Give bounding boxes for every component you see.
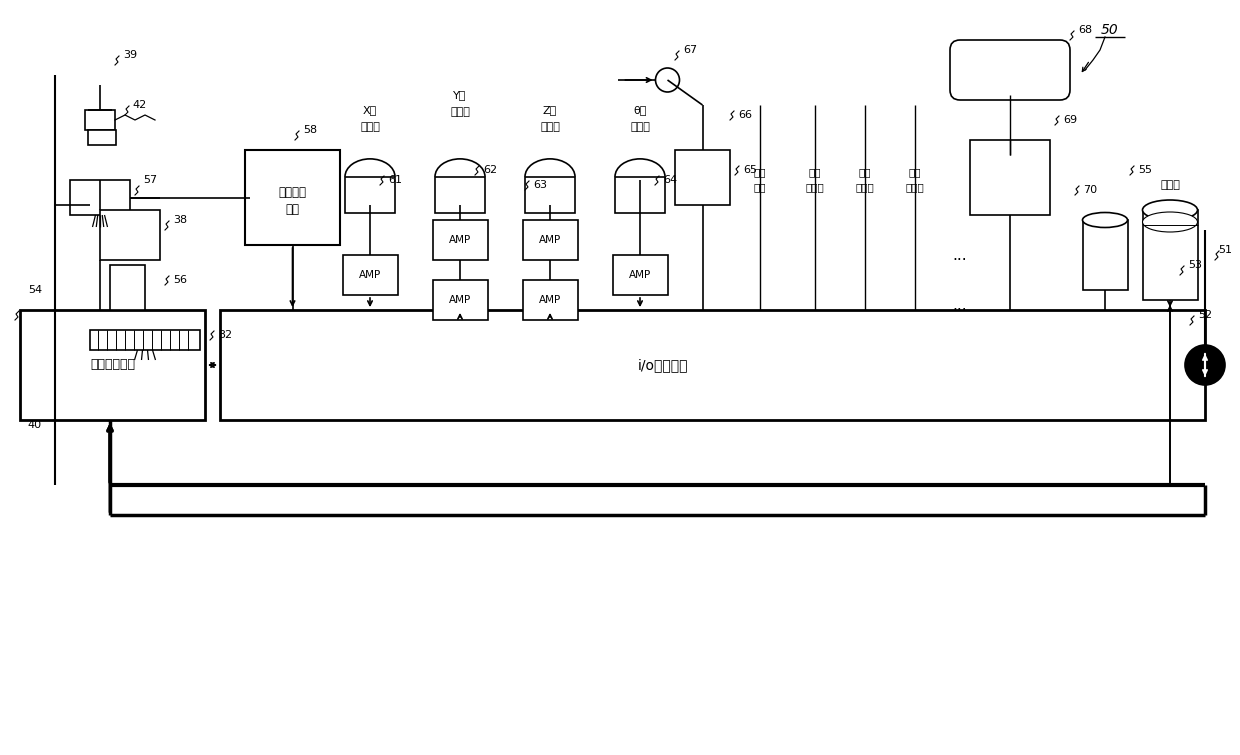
Bar: [86, 110, 115, 130]
Text: 52: 52: [1198, 310, 1211, 320]
Bar: [433, 280, 487, 320]
Text: 67: 67: [683, 45, 697, 55]
Text: 存储器: 存储器: [1161, 180, 1180, 190]
Text: 照明控制: 照明控制: [279, 186, 306, 199]
Bar: [20, 310, 205, 420]
Bar: [675, 150, 730, 205]
Text: 装置: 装置: [754, 168, 766, 177]
Text: θ轴: θ轴: [634, 105, 647, 115]
Text: 40: 40: [29, 420, 42, 430]
Bar: [435, 177, 485, 212]
Bar: [219, 310, 1205, 420]
Bar: [613, 255, 667, 295]
Bar: [1083, 220, 1127, 290]
Text: 69: 69: [1063, 115, 1078, 125]
Text: AMP: AMP: [358, 270, 381, 280]
FancyBboxPatch shape: [950, 40, 1070, 100]
Text: 61: 61: [388, 175, 402, 185]
Bar: [525, 177, 575, 212]
Text: ...: ...: [952, 297, 967, 313]
Bar: [246, 150, 340, 245]
Text: 64: 64: [663, 175, 677, 185]
Text: 66: 66: [738, 110, 751, 120]
Text: i/o控制单元: i/o控制单元: [639, 358, 688, 372]
Text: 单元: 单元: [285, 203, 300, 216]
Text: 基板传: 基板传: [806, 183, 825, 193]
Text: 异常显: 异常显: [905, 183, 924, 193]
Text: 电动机: 电动机: [450, 107, 470, 117]
Text: AMP: AMP: [539, 235, 562, 245]
Text: AMP: AMP: [539, 295, 562, 305]
Text: 57: 57: [143, 175, 157, 185]
Text: X轴: X轴: [363, 105, 377, 115]
Text: 示灯: 示灯: [909, 168, 921, 177]
Text: 62: 62: [482, 165, 497, 175]
Text: 68: 68: [1078, 25, 1092, 35]
Text: 53: 53: [1188, 260, 1202, 270]
Bar: [1142, 210, 1198, 300]
Bar: [970, 140, 1050, 215]
Bar: [88, 130, 117, 145]
Bar: [615, 177, 665, 212]
Text: 56: 56: [174, 275, 187, 285]
Text: 58: 58: [303, 125, 317, 135]
Text: 50: 50: [1101, 23, 1118, 37]
Circle shape: [656, 68, 680, 92]
Circle shape: [1185, 345, 1225, 385]
Text: 51: 51: [1218, 245, 1233, 255]
Text: 39: 39: [123, 50, 138, 60]
Text: 定位: 定位: [754, 183, 766, 193]
Bar: [522, 220, 578, 260]
Ellipse shape: [1142, 212, 1198, 232]
Ellipse shape: [1142, 200, 1198, 220]
Text: 电机: 电机: [859, 168, 872, 177]
Bar: [69, 180, 130, 215]
Bar: [110, 265, 145, 310]
Bar: [91, 330, 200, 350]
Text: AMP: AMP: [629, 270, 651, 280]
Text: 电动机: 电动机: [630, 122, 650, 132]
Text: AMP: AMP: [449, 295, 471, 305]
Text: 65: 65: [743, 165, 756, 175]
Text: 感器: 感器: [808, 168, 821, 177]
Text: 38: 38: [172, 215, 187, 225]
Text: 32: 32: [218, 330, 232, 340]
Text: 图象处理单元: 图象处理单元: [91, 359, 135, 371]
Text: Z轴: Z轴: [543, 105, 557, 115]
Bar: [100, 210, 160, 260]
Bar: [345, 177, 396, 212]
Text: 55: 55: [1138, 165, 1152, 175]
Text: AMP: AMP: [449, 235, 471, 245]
Text: 带驱动: 带驱动: [856, 183, 874, 193]
Text: ...: ...: [952, 248, 967, 263]
Text: 54: 54: [29, 285, 42, 295]
Text: 电动机: 电动机: [360, 122, 379, 132]
Text: 42: 42: [133, 100, 148, 110]
Text: 70: 70: [1083, 185, 1097, 195]
Text: Y轴: Y轴: [454, 90, 466, 100]
Text: 63: 63: [533, 180, 547, 190]
Bar: [433, 220, 487, 260]
Bar: [342, 255, 398, 295]
Ellipse shape: [1083, 212, 1127, 227]
Bar: [522, 280, 578, 320]
Text: 电动机: 电动机: [541, 122, 560, 132]
